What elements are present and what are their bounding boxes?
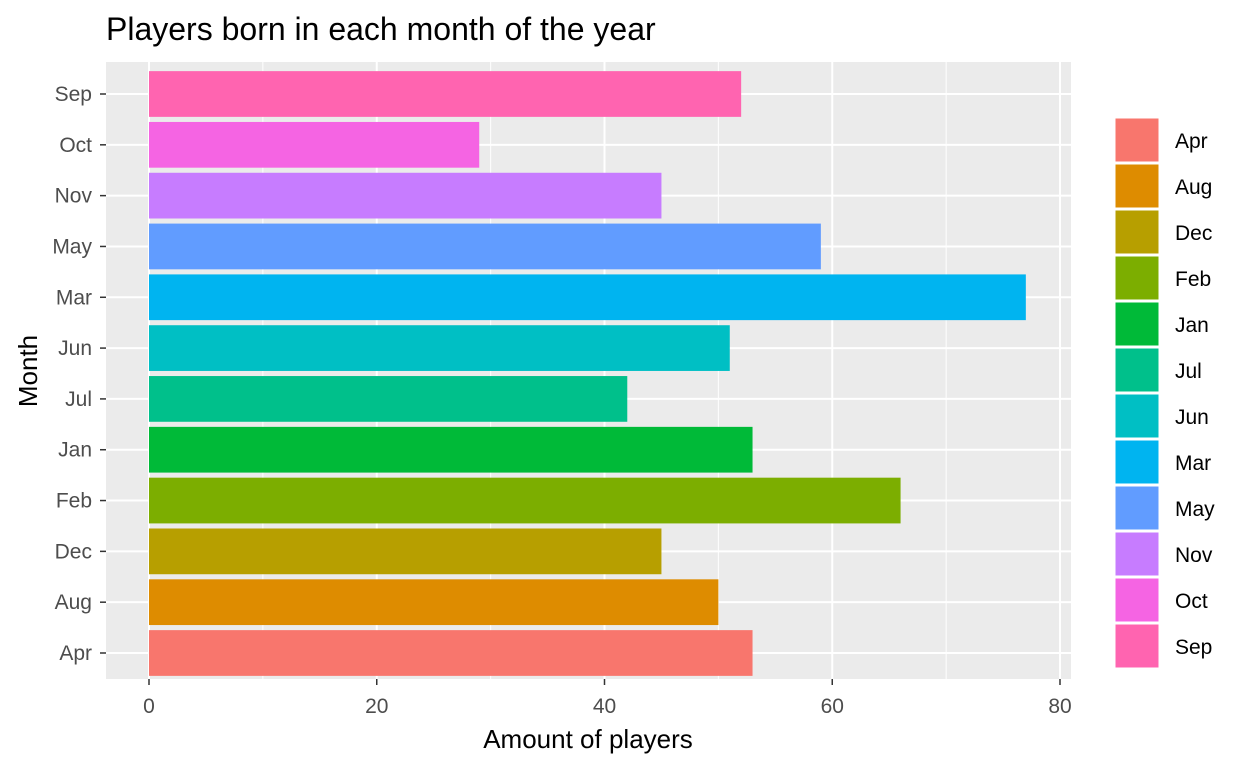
chart-title: Players born in each month of the year xyxy=(106,11,656,47)
legend-label: Jun xyxy=(1175,406,1209,429)
legend-label: Apr xyxy=(1175,130,1208,153)
y-tick-label: Aug xyxy=(55,591,92,614)
legend-label: Oct xyxy=(1175,590,1208,613)
legend-key-feb xyxy=(1114,255,1160,301)
bar-dec xyxy=(149,528,662,575)
y-tick-label: Apr xyxy=(59,642,92,665)
y-tick-label: Dec xyxy=(55,540,92,563)
legend-label: Aug xyxy=(1175,176,1212,199)
legend-key-jan xyxy=(1114,301,1160,347)
y-tick-label: Jul xyxy=(65,388,92,411)
bar-oct xyxy=(149,121,480,168)
bar-jul xyxy=(149,376,628,422)
legend-key-aug xyxy=(1114,163,1160,209)
x-tick-label: 0 xyxy=(143,695,155,718)
bar-jan xyxy=(149,426,753,473)
bars xyxy=(149,71,1026,676)
x-axis-title: Amount of players xyxy=(483,724,693,754)
y-tick-label: Oct xyxy=(59,134,92,157)
y-tick-label: Nov xyxy=(55,185,93,208)
legend-label: Jul xyxy=(1175,360,1202,383)
x-tick-label: 80 xyxy=(1048,695,1071,718)
y-tick-label: Jun xyxy=(58,337,92,360)
bar-feb xyxy=(149,477,901,524)
bar-aug xyxy=(149,579,719,626)
y-tick-label: Mar xyxy=(56,286,92,309)
legend-key-jul xyxy=(1114,347,1160,393)
legend-key-apr xyxy=(1114,117,1160,163)
y-tick-label: Sep xyxy=(55,83,92,106)
legend-key-oct xyxy=(1114,577,1160,623)
bar-may xyxy=(149,223,821,270)
legend-key-dec xyxy=(1114,209,1160,255)
legend-key-nov xyxy=(1114,531,1160,577)
y-tick-label: May xyxy=(52,235,92,258)
y-axis-title: Month xyxy=(13,335,43,407)
x-tick-label: 60 xyxy=(821,695,844,718)
y-tick-label: Feb xyxy=(56,490,92,513)
legend-label: Feb xyxy=(1175,268,1211,291)
bar-sep xyxy=(149,71,742,117)
x-tick-label: 40 xyxy=(593,695,616,718)
y-axis-ticks: Apr Aug Dec Feb Jan Jul Jun Mar May Nov Oct Sep xyxy=(52,83,106,665)
bar-nov xyxy=(149,172,662,219)
legend-label: Nov xyxy=(1175,544,1213,567)
bar-jun xyxy=(149,325,730,371)
x-axis-ticks: 0 20 40 60 80 xyxy=(143,679,1072,718)
legend-key-may xyxy=(1114,485,1160,531)
legend-key-sep xyxy=(1114,623,1160,669)
bar-mar xyxy=(149,274,1026,321)
bar-apr xyxy=(149,630,753,676)
x-tick-label: 20 xyxy=(365,695,388,718)
legend-label: Dec xyxy=(1175,222,1212,245)
legend-label: May xyxy=(1175,498,1215,521)
legend-label: Sep xyxy=(1175,636,1212,659)
y-tick-label: Jan xyxy=(58,439,92,462)
legend-label: Mar xyxy=(1175,452,1211,475)
legend-label: Jan xyxy=(1175,314,1209,337)
legend-key-mar xyxy=(1114,439,1160,485)
legend: Apr Aug Dec Feb Jan Jul Jun Mar May Nov Oct Sep xyxy=(1114,117,1215,669)
legend-key-jun xyxy=(1114,393,1160,439)
